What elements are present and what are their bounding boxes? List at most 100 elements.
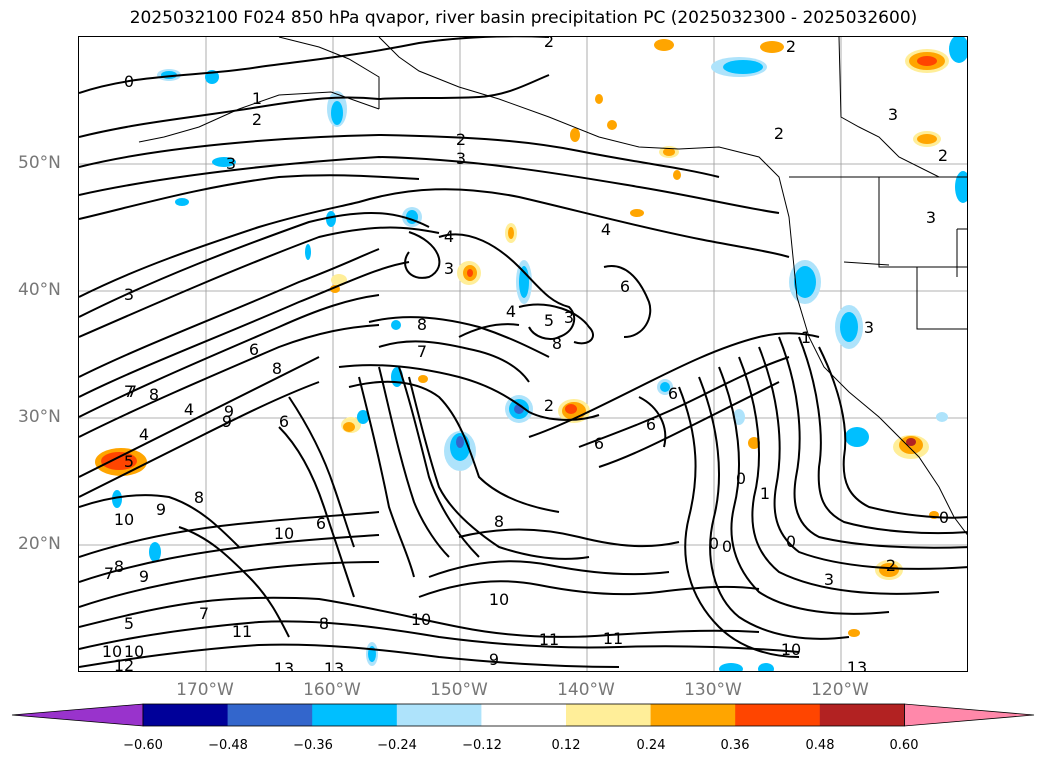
- contour-label: 3: [124, 285, 134, 304]
- colorbar-segments: [11, 703, 1035, 727]
- contour-label: 2: [886, 556, 896, 575]
- contour-label: 0: [736, 469, 746, 488]
- colorbar-tick: 0.60: [889, 738, 919, 753]
- contour-label: 4: [139, 425, 149, 444]
- contour-label: 0: [124, 72, 134, 91]
- lon-label-120w: 120°W: [811, 680, 869, 700]
- colorbar-segment: [227, 704, 313, 726]
- contour-label: 2: [456, 130, 466, 149]
- lon-label-140w: 140°W: [557, 680, 615, 700]
- contour-label: 6: [279, 412, 289, 431]
- contour-label: 10: [102, 642, 122, 661]
- colorbar-tick: 0.12: [551, 738, 581, 753]
- contour-label: 10: [781, 640, 801, 659]
- contour-label: 0: [786, 532, 796, 551]
- contour-label: 8: [552, 334, 562, 353]
- lat-label-40n: 40°N: [18, 280, 61, 300]
- contour-label: 0: [709, 534, 719, 553]
- contour-label: 5: [544, 311, 554, 330]
- contour-label: 7: [127, 382, 137, 401]
- contour-label: 2: [252, 110, 262, 129]
- contour-label: 9: [139, 567, 149, 586]
- colorbar-tick: −0.60: [123, 738, 163, 753]
- contour-label: 2: [544, 37, 554, 51]
- contour-label: 8: [494, 512, 504, 531]
- contour-label: 3: [888, 105, 898, 124]
- lon-label-150w: 150°W: [430, 680, 488, 700]
- colorbar-segment: [819, 704, 905, 726]
- contour-labels: 0 1 2 2 3 3 3 4 4 3 6 4 5 3 8 7 8 7 8 6 …: [102, 37, 949, 672]
- colorbar-border: [142, 703, 905, 727]
- colorbar-tick: −0.36: [293, 738, 333, 753]
- contour-label: 8: [114, 557, 124, 576]
- contour-label: 13: [324, 659, 344, 672]
- contour-label: 9: [489, 650, 499, 669]
- contour-label: 10: [114, 510, 134, 529]
- lon-label-170w: 170°W: [176, 680, 234, 700]
- colorbar-segment: [396, 704, 482, 726]
- contour-label: 8: [319, 614, 329, 633]
- colorbar-extension-low: [11, 703, 144, 727]
- contour-label: 3: [226, 154, 236, 173]
- contour-label: 6: [249, 340, 259, 359]
- lon-label-160w: 160°W: [303, 680, 361, 700]
- colorbar-segment: [143, 704, 229, 726]
- colorbar-segment: [735, 704, 821, 726]
- contour-label: 0: [939, 508, 949, 527]
- contour-label: 7: [104, 564, 114, 583]
- chart-title: 2025032100 F024 850 hPa qvapor, river ba…: [129, 8, 918, 28]
- lat-label-50n: 50°N: [18, 153, 61, 173]
- contour-label: 10: [124, 642, 144, 661]
- contour-label: 3: [864, 318, 874, 337]
- map-canvas: 0 1 2 2 3 3 3 4 4 3 6 4 5 3 8 7 8 7 8 6 …: [79, 37, 967, 672]
- contour-label: 10: [411, 610, 431, 629]
- map-panel: 0 1 2 2 3 3 3 4 4 3 6 4 5 3 8 7 8 7 8 6 …: [78, 36, 968, 672]
- colorbar-extension-high: [904, 703, 1035, 727]
- contour-label: 0: [722, 537, 732, 556]
- contour-label: 7: [199, 604, 209, 623]
- contour-label: 10: [489, 590, 509, 609]
- colorbar-tick: −0.24: [377, 738, 417, 753]
- colorbar-segment: [566, 704, 652, 726]
- lat-label-20n: 20°N: [18, 534, 61, 554]
- contour-label: 9: [224, 402, 234, 421]
- contour-label: 13: [847, 658, 867, 672]
- contour-label: 6: [594, 434, 604, 453]
- contour-label: 13: [274, 659, 294, 672]
- contour-label: 3: [564, 308, 574, 327]
- contour-label: 8: [417, 315, 427, 334]
- contour-label: 6: [668, 384, 678, 403]
- contour-label: 8: [272, 359, 282, 378]
- contour-label: 5: [124, 452, 134, 471]
- colorbar-tick: 0.36: [720, 738, 750, 753]
- colorbar-tick: 0.48: [805, 738, 835, 753]
- contour-label: 4: [184, 400, 194, 419]
- colorbar-segment: [312, 704, 398, 726]
- contour-label: 7: [124, 382, 134, 401]
- contour-label: 6: [316, 514, 326, 533]
- contour-label: 10: [274, 524, 294, 543]
- contour-label: 5: [124, 614, 134, 633]
- contour-label: 6: [620, 277, 630, 296]
- colorbar-tick: 0.24: [636, 738, 666, 753]
- contour-label: 3: [926, 208, 936, 227]
- contour-label: 2: [544, 396, 554, 415]
- contour-label: 3: [824, 570, 834, 589]
- colorbar-tick: −0.48: [208, 738, 248, 753]
- contour-label: 1: [801, 328, 811, 347]
- colorbar-segment: [481, 704, 567, 726]
- contour-label: 8: [149, 385, 159, 404]
- contour-label: 3: [456, 149, 466, 168]
- colorbar-tick: −0.12: [462, 738, 502, 753]
- contour-label: 3: [444, 259, 454, 278]
- precipitation-shading: [95, 37, 967, 671]
- contour-label: 11: [603, 629, 623, 648]
- contour-label: 2: [774, 124, 784, 143]
- contour-label: 7: [417, 342, 427, 361]
- contour-label: 2: [786, 37, 796, 56]
- contour-label: 11: [539, 630, 559, 649]
- contour-label: 12: [114, 656, 134, 672]
- coastlines: [138, 37, 967, 536]
- contour-label: 8: [194, 488, 204, 507]
- lon-label-130w: 130°W: [684, 680, 742, 700]
